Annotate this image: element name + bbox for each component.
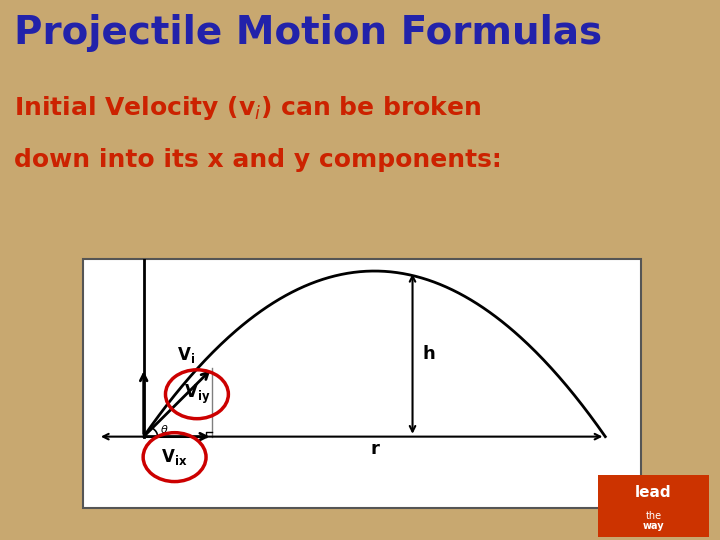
Text: Initial Velocity (v$_i$) can be broken: Initial Velocity (v$_i$) can be broken <box>14 94 482 123</box>
Text: h: h <box>423 345 436 363</box>
Text: down into its x and y components:: down into its x and y components: <box>14 148 502 172</box>
Text: way: way <box>642 521 665 531</box>
Text: r: r <box>370 441 379 458</box>
Text: $\mathbf{V_i}$: $\mathbf{V_i}$ <box>177 346 195 366</box>
Text: the: the <box>645 510 662 521</box>
Text: lead: lead <box>635 485 672 500</box>
Text: $\mathbf{V_{ix}}$: $\mathbf{V_{ix}}$ <box>161 447 188 467</box>
Text: $\mathbf{V_{iy}}$: $\mathbf{V_{iy}}$ <box>184 383 210 406</box>
Text: $\theta$: $\theta$ <box>160 423 168 435</box>
Bar <box>83 259 641 508</box>
Text: Projectile Motion Formulas: Projectile Motion Formulas <box>14 14 603 51</box>
